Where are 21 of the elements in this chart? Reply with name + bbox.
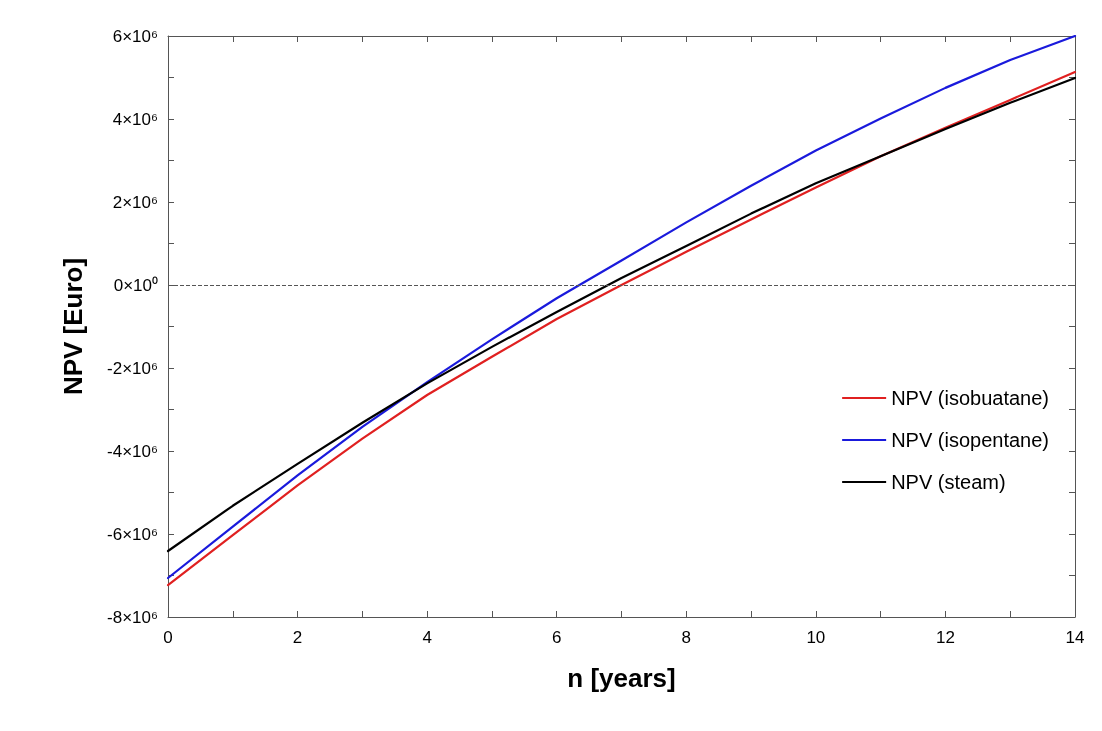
y-tick-label: 6×10⁶ [112,26,158,46]
legend-label: NPV (steam) [891,471,1006,493]
y-tick-label: -2×10⁶ [107,358,158,378]
x-tick-label: 6 [551,628,562,647]
x-tick-label: 2 [292,628,303,647]
x-tick-label: 0 [163,628,173,647]
x-tick-label: 12 [935,628,955,647]
y-tick-label: 2×10⁶ [112,192,158,212]
y-tick-label: 4×10⁶ [112,109,158,129]
x-tick-label: 10 [806,628,826,647]
y-tick-label: -4×10⁶ [107,441,158,461]
legend-label: NPV (isopentane) [891,429,1050,451]
x-tick-label: 4 [422,628,432,647]
y-tick-label: -6×10⁶ [107,524,158,544]
y-tick-label: 0×10⁰ [113,275,158,295]
y-tick-label: -8×10⁶ [107,607,158,627]
x-axis-title: n [years] [567,663,676,693]
legend-label: NPV (isobuatane) [891,387,1050,409]
x-tick-label: 8 [681,628,692,647]
y-axis-title: NPV [Euro] [58,257,88,396]
x-tick-label: 14 [1065,628,1085,647]
